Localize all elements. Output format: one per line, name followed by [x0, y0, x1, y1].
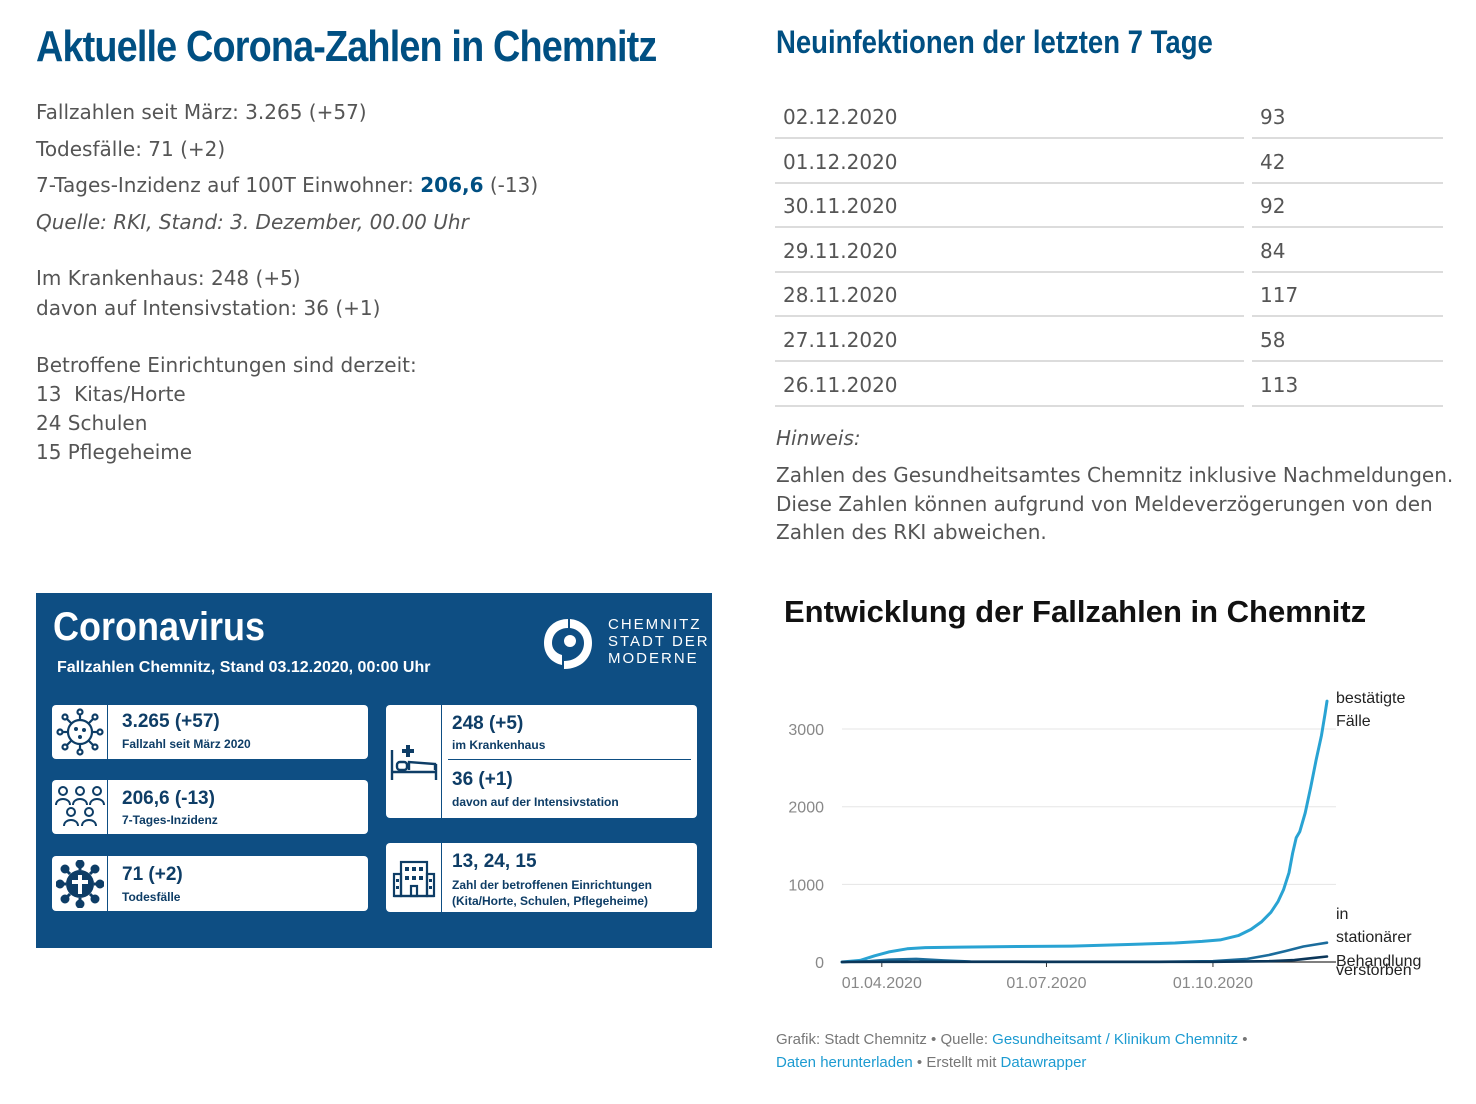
- footer-separator: •: [1238, 1031, 1248, 1048]
- virus-icon: [52, 705, 108, 759]
- table-cell-date: 02.12.2020: [775, 96, 1244, 139]
- series-label-hospitalized: in: [1336, 906, 1348, 923]
- facility-kitas: 13 Kitas/Horte: [36, 382, 186, 406]
- download-data-link[interactable]: Daten herunterladen: [776, 1054, 913, 1071]
- y-tick-label: 2000: [788, 800, 824, 817]
- table-cell-date: 27.11.2020: [775, 319, 1244, 362]
- deaths-card-value: 71 (+2): [122, 864, 183, 885]
- hospital-card: 248 (+5) im Krankenhaus 36 (+1) davon au…: [386, 705, 697, 818]
- table-cell-date: 26.11.2020: [775, 364, 1244, 407]
- incidence-card-label: 7-Tages-Inzidenz: [122, 813, 218, 827]
- facilities-card-value: 13, 24, 15: [452, 851, 537, 872]
- people-group-icon: [52, 780, 108, 834]
- table-cell-value: 92: [1252, 185, 1443, 229]
- facilities-card-sublabel: (Kita/Horte, Schulen, Pflegeheime): [452, 894, 649, 908]
- datawrapper-link[interactable]: Datawrapper: [1000, 1054, 1087, 1071]
- hint-label: Hinweis:: [776, 426, 861, 450]
- chart-footer-line-2: Daten herunterladen • Erstellt mit Dataw…: [776, 1054, 1086, 1071]
- series-label-confirmed-cases: Fälle: [1336, 713, 1371, 730]
- page-title: Aktuelle Corona-Zahlen in Chemnitz: [36, 22, 657, 71]
- series-label-hospitalized: Behandlung: [1336, 953, 1421, 970]
- card-divider: [448, 759, 691, 760]
- cases-stat: Fallzahlen seit März: 3.265 (+57): [36, 100, 367, 124]
- new-infections-title: Neuinfektionen der letzten 7 Tage: [776, 24, 1213, 60]
- y-tick-label: 1000: [788, 877, 824, 894]
- deaths-card-label: Todesfälle: [122, 890, 181, 904]
- hospital-card-label: im Krankenhaus: [452, 738, 546, 752]
- table-cell-value: 84: [1252, 230, 1443, 273]
- incidence-value: 206,6: [420, 173, 484, 197]
- incidence-card-value: 206,6 (-13): [122, 788, 215, 809]
- hospital-stat: Im Krankenhaus: 248 (+5): [36, 266, 301, 290]
- table-cell-value: 93: [1252, 96, 1443, 139]
- virus-cross-icon: [52, 856, 108, 911]
- incidence-card: 206,6 (-13) 7-Tages-Inzidenz: [52, 780, 368, 834]
- deaths-stat: Todesfälle: 71 (+2): [36, 137, 226, 161]
- facility-care-homes: 15 Pflegeheime: [36, 440, 193, 464]
- x-tick-label: 01.10.2020: [1173, 975, 1253, 992]
- logo-line-3: MODERNE: [608, 650, 699, 667]
- facilities-heading: Betroffene Einrichtungen sind derzeit:: [36, 353, 417, 377]
- table-cell-value: 58: [1252, 319, 1443, 362]
- cases-card-value: 3.265 (+57): [122, 711, 220, 732]
- facilities-card: 13, 24, 15 Zahl der betroffenen Einricht…: [386, 843, 697, 912]
- icu-card-label: davon auf der Intensivstation: [452, 795, 619, 809]
- hint-text: Zahlen des Gesundheitsamtes Chemnitz ink…: [776, 463, 1454, 544]
- series-label-confirmed-cases: bestätigte: [1336, 690, 1405, 707]
- incidence-prefix: 7-Tages-Inzidenz auf 100T Einwohner:: [36, 173, 421, 197]
- facility-schools: 24 Schulen: [36, 411, 148, 435]
- table-cell-date: 30.11.2020: [775, 185, 1244, 229]
- table-cell-value: 113: [1252, 364, 1443, 407]
- footer-created-with: • Erstellt mit: [912, 1054, 1001, 1071]
- chart-title: Entwicklung der Fallzahlen in Chemnitz: [784, 594, 1367, 629]
- series-line-confirmed-cases: [840, 699, 1329, 964]
- building-icon: [386, 843, 442, 912]
- infographic-title: Coronavirus: [53, 605, 266, 649]
- chemnitz-logo: CHEMNITZ STADT DER MODERNE: [540, 615, 708, 671]
- series-label-deceased: verstorben: [1336, 962, 1412, 979]
- chemnitz-logo-mark-icon: [544, 619, 592, 669]
- cases-card-label: Fallzahl seit März 2020: [122, 737, 251, 751]
- x-tick-label: 01.04.2020: [842, 975, 922, 992]
- y-tick-label: 3000: [788, 722, 824, 739]
- icu-card-value: 36 (+1): [452, 769, 513, 790]
- logo-line-1: CHEMNITZ: [608, 616, 702, 633]
- facilities-card-label: Zahl der betroffenen Einrichtungen: [452, 878, 653, 892]
- table-cell-value: 42: [1252, 141, 1443, 184]
- y-tick-label: 0: [815, 955, 824, 972]
- series-line-deceased: [840, 955, 1329, 964]
- logo-line-2: STADT DER: [608, 633, 710, 650]
- cases-line-chart: 0 1000 2000 3000 01.04.2020 01.07.2020 01.10.2…: [788, 690, 1421, 992]
- coronavirus-infographic: Coronavirus Fallzahlen Chemnitz, Stand 0…: [36, 593, 712, 948]
- source-note: Quelle: RKI, Stand: 3. Dezember, 00.00 U…: [36, 210, 469, 234]
- deaths-card: 71 (+2) Todesfälle: [52, 856, 368, 911]
- x-tick-label: 01.07.2020: [1006, 975, 1086, 992]
- incidence-stat: 7-Tages-Inzidenz auf 100T Einwohner: 206…: [36, 173, 538, 197]
- chart-footer-line-1: Grafik: Stadt Chemnitz • Quelle: Gesundh…: [776, 1031, 1248, 1048]
- series-label-hospitalized: stationärer: [1336, 929, 1412, 946]
- footer-prefix: Grafik: Stadt Chemnitz • Quelle:: [776, 1031, 993, 1048]
- table-cell-date: 28.11.2020: [775, 274, 1244, 318]
- incidence-suffix: (-13): [483, 173, 539, 197]
- infographic-subtitle: Fallzahlen Chemnitz, Stand 03.12.2020, 0…: [57, 659, 431, 676]
- source-link[interactable]: Gesundheitsamt / Klinikum Chemnitz: [992, 1031, 1239, 1048]
- table-cell-date: 01.12.2020: [775, 141, 1244, 184]
- hospital-card-value: 248 (+5): [452, 713, 524, 734]
- cases-card: 3.265 (+57) Fallzahl seit März 2020: [52, 705, 368, 759]
- table-cell-value: 117: [1252, 274, 1443, 318]
- table-cell-date: 29.11.2020: [775, 230, 1244, 273]
- hospital-bed-icon: [386, 705, 442, 818]
- icu-stat: davon auf Intensivstation: 36 (+1): [36, 296, 381, 320]
